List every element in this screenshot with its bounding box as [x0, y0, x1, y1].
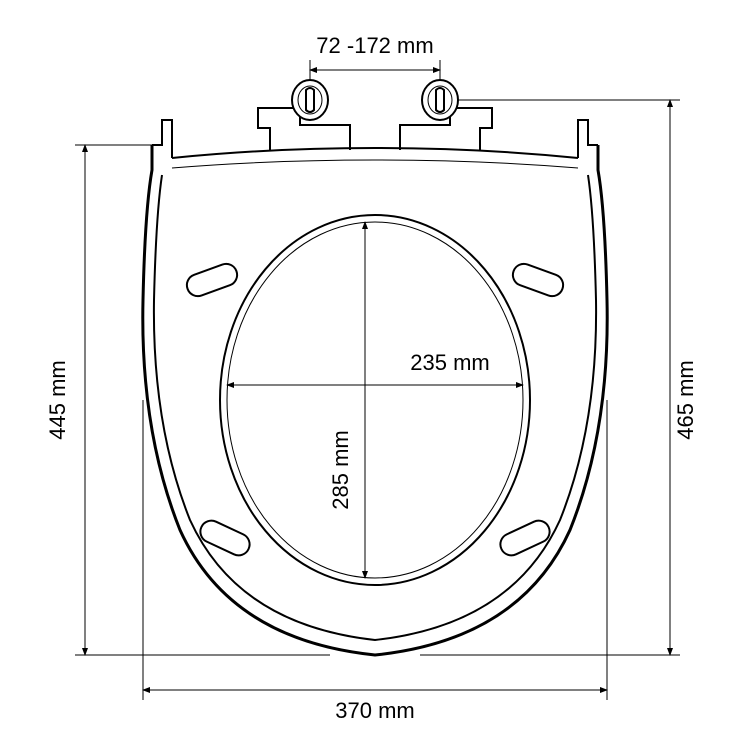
dim-inner-width: 235 mm: [227, 350, 523, 385]
dim-left-height: 445 mm: [45, 145, 330, 655]
seat-body: [143, 80, 607, 655]
dim-label: 285 mm: [328, 430, 353, 509]
hinge-bolt-left: [292, 80, 328, 120]
bumper: [184, 261, 240, 299]
dim-label: 465 mm: [673, 360, 698, 439]
dim-hinge-spacing: 72 -172 mm: [310, 33, 440, 80]
dim-right-height: 465 mm: [420, 100, 698, 655]
dim-label: 370 mm: [335, 698, 414, 723]
dim-inner-height: 285 mm: [328, 222, 365, 578]
dim-label: 445 mm: [45, 360, 70, 439]
dim-label: 235 mm: [410, 350, 489, 375]
bumper: [497, 517, 553, 559]
technical-drawing: 72 -172 mm 370 mm 445 mm 465 mm 235 mm 2…: [0, 0, 750, 750]
hinge-bolt-right: [422, 80, 458, 120]
dim-label: 72 -172 mm: [316, 33, 433, 58]
bumper: [197, 517, 253, 559]
dim-overall-width: 370 mm: [143, 400, 607, 723]
bumper: [510, 261, 566, 299]
